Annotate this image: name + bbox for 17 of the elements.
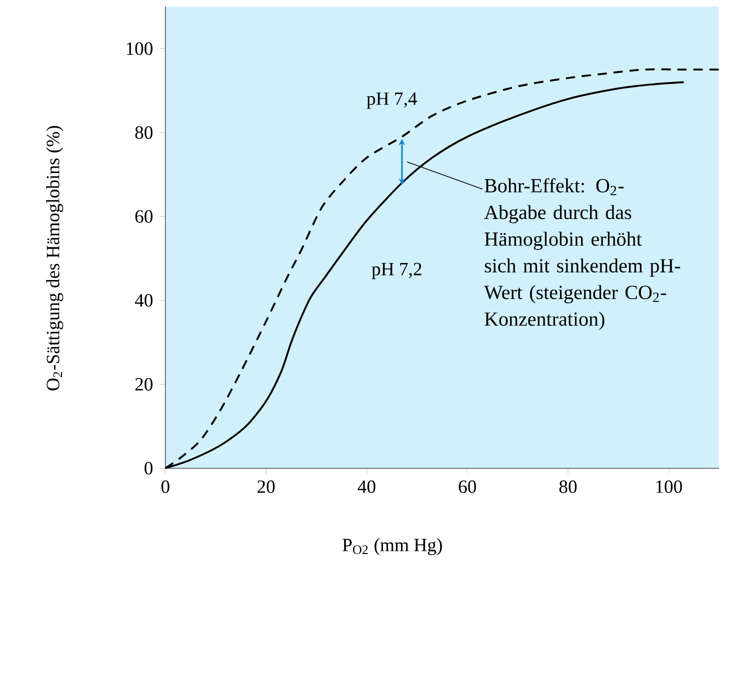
x-tick-label: 80 (559, 480, 577, 493)
y-tick-label: 60 (135, 210, 153, 223)
x-tick-label: 100 (656, 480, 682, 493)
x-tick-label: 40 (358, 480, 376, 493)
x-axis-title: P$_{O2}$ (mm Hg) (342, 538, 442, 556)
y-tick-label: 0 (144, 462, 153, 474)
x-tick-label: 0 (161, 480, 170, 493)
y-tick-label: 80 (135, 126, 153, 139)
y-tick-label: 100 (126, 42, 153, 55)
y-axis-title: O$_{2}$-Sättigung des Hämoglobins (%) (46, 126, 64, 390)
series-label: pH 7,2 (372, 262, 422, 280)
series-label: pH 7,4 (366, 92, 418, 109)
x-tick-label: 60 (458, 480, 476, 493)
text: Bohr-Effekt: O$_{2}$-Abgabe durch das Hämoglobin erhöht sich mit sinkendem pH-Wert (steigender CO$_{2}$-Konzentration) (484, 178, 680, 330)
x-tick-label: 20 (258, 480, 275, 493)
y-tick-label: 40 (134, 294, 153, 307)
y-tick-label: 20 (135, 378, 153, 390)
